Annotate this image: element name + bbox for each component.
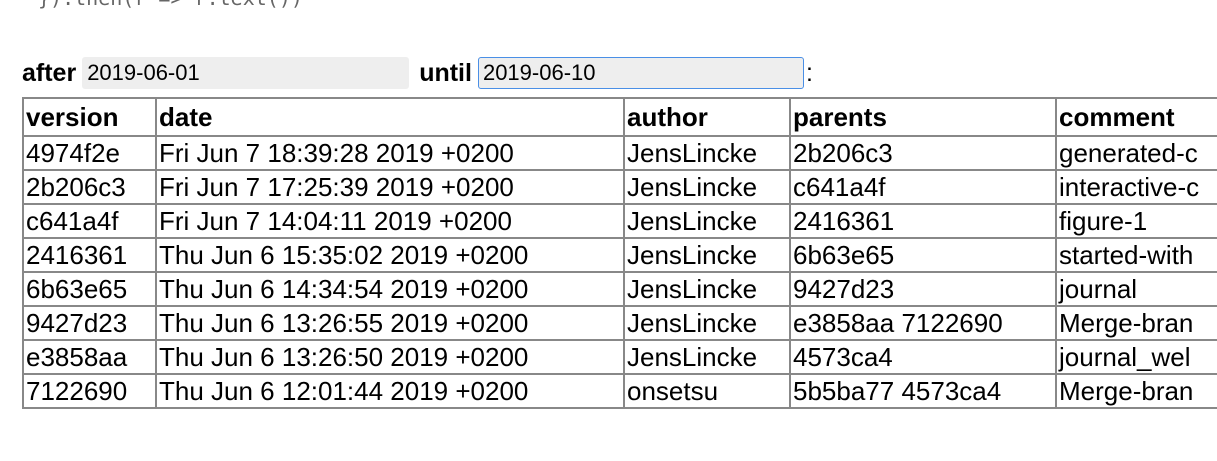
table-row: 7122690 Thu Jun 6 12:01:44 2019 +0200 onse… [22,373,1217,409]
parents-cell: c641a4f [789,169,1057,205]
date-cell: Thu Jun 6 15:35:02 2019 +0200 [155,237,625,273]
author-cell: JensLincke [623,305,791,341]
version-cell: 6b63e65 [22,271,157,307]
column-header-author: author [623,97,791,137]
parents-cell: 9427d23 [789,271,1057,307]
until-label: until [419,58,472,87]
version-cell: 2b206c3 [22,169,157,205]
after-date-input[interactable] [82,57,410,89]
parents-cell: 6b63e65 [789,237,1057,273]
date-cell: Fri Jun 7 14:04:11 2019 +0200 [155,203,625,239]
version-cell: 4974f2e [22,135,157,171]
parents-cell: e3858aa 7122690 [789,305,1057,341]
column-header-version: version [22,97,157,137]
parents-cell: 5b5ba77 4573ca4 [789,373,1057,409]
column-header-parents: parents [789,97,1057,137]
column-header-comment: comment [1055,97,1217,137]
date-cell: Thu Jun 6 14:34:54 2019 +0200 [155,271,625,307]
author-cell: onsetsu [623,373,791,409]
date-cell: Fri Jun 7 18:39:28 2019 +0200 [155,135,625,171]
table-row: 4974f2e Fri Jun 7 18:39:28 2019 +0200 Jens… [22,135,1217,171]
version-cell: c641a4f [22,203,157,239]
comment-cell: journal_wel [1055,339,1217,375]
author-cell: JensLincke [623,237,791,273]
comment-cell: journal [1055,271,1217,307]
author-cell: JensLincke [623,339,791,375]
table-row: 6b63e65 Thu Jun 6 14:34:54 2019 +0200 Jens… [22,271,1217,307]
version-cell: 2416361 [22,237,157,273]
date-cell: Thu Jun 6 13:26:50 2019 +0200 [155,339,625,375]
code-line: }).then(r => r.text()) [38,0,303,10]
parents-cell: 2416361 [789,203,1057,239]
table-row: 2b206c3 Fri Jun 7 17:25:39 2019 +0200 Jens… [22,169,1217,205]
version-cell: 9427d23 [22,305,157,341]
parents-cell: 2b206c3 [789,135,1057,171]
date-cell: Fri Jun 7 17:25:39 2019 +0200 [155,169,625,205]
author-cell: JensLincke [623,203,791,239]
date-cell: Thu Jun 6 13:26:55 2019 +0200 [155,305,625,341]
column-header-date: date [155,97,625,137]
table-row: 9427d23 Thu Jun 6 13:26:55 2019 +0200 Jens… [22,305,1217,341]
version-cell: 7122690 [22,373,157,409]
comment-cell: generated-c [1055,135,1217,171]
comment-cell: Merge-bran [1055,373,1217,409]
author-cell: JensLincke [623,271,791,307]
author-cell: JensLincke [623,169,791,205]
filter-suffix: : [805,58,813,87]
comment-cell: figure-1 [1055,203,1217,239]
table-row: c641a4f Fri Jun 7 14:04:11 2019 +0200 Jens… [22,203,1217,239]
table-row: e3858aa Thu Jun 6 13:26:50 2019 +0200 Jens… [22,339,1217,375]
until-date-input[interactable] [477,57,804,89]
comment-cell: started-with [1055,237,1217,273]
after-label: after [22,58,77,87]
parents-cell: 4573ca4 [789,339,1057,375]
comment-cell: Merge-bran [1055,305,1217,341]
author-cell: JensLincke [623,135,791,171]
table-header-row: version date author parents comment [22,97,1217,137]
version-cell: e3858aa [22,339,157,375]
table-row: 2416361 Thu Jun 6 15:35:02 2019 +0200 Jens… [22,237,1217,273]
date-filter: after until : [22,56,813,90]
commit-table: version date author parents comment 4974f2e F… [22,97,1217,409]
date-cell: Thu Jun 6 12:01:44 2019 +0200 [155,373,625,409]
comment-cell: interactive-c [1055,169,1217,205]
